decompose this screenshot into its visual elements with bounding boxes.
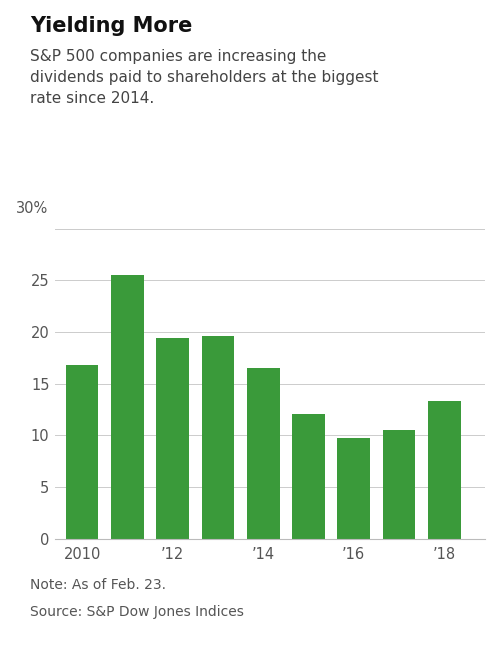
Bar bbox=[292, 413, 325, 539]
Text: S&P 500 companies are increasing the
dividends paid to shareholders at the bigge: S&P 500 companies are increasing the div… bbox=[30, 49, 379, 106]
Bar bbox=[66, 365, 98, 539]
Text: Source: S&P Dow Jones Indices: Source: S&P Dow Jones Indices bbox=[30, 605, 244, 619]
Bar bbox=[382, 430, 416, 539]
Text: 30%: 30% bbox=[16, 201, 48, 216]
Bar bbox=[247, 368, 280, 539]
Bar bbox=[428, 401, 460, 539]
Bar bbox=[338, 438, 370, 539]
Bar bbox=[202, 336, 234, 539]
Text: Note: As of Feb. 23.: Note: As of Feb. 23. bbox=[30, 578, 166, 592]
Bar bbox=[156, 338, 189, 539]
Bar bbox=[111, 275, 144, 539]
Text: Yielding More: Yielding More bbox=[30, 16, 192, 37]
